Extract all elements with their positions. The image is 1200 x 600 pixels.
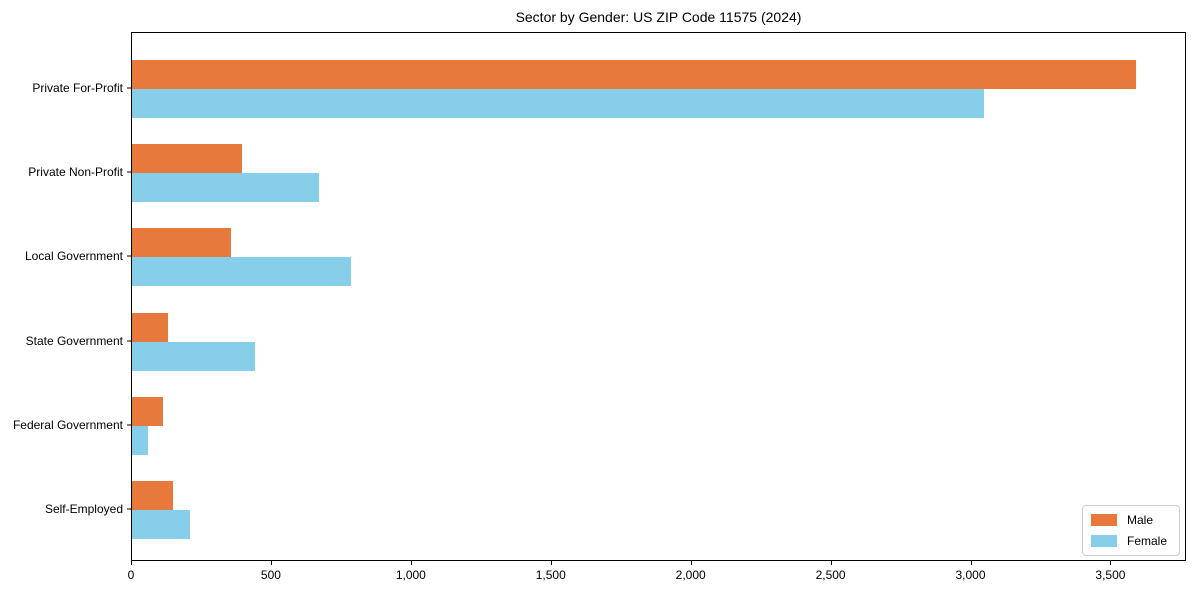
x-axis-tick xyxy=(270,561,272,565)
bar-male-state-government xyxy=(132,312,169,342)
y-axis-category-label: Local Government xyxy=(24,249,123,264)
x-axis-tick xyxy=(970,561,972,565)
x-axis-tick xyxy=(830,561,832,565)
bar-female-private-for-profit xyxy=(132,89,985,118)
bar-male-private-for-profit xyxy=(132,60,1137,89)
x-axis-tick-label: 2,000 xyxy=(675,568,706,582)
x-axis-tick-label: 1,000 xyxy=(395,568,426,582)
y-axis-tick xyxy=(127,255,131,257)
x-axis-tick xyxy=(410,561,412,565)
bar-male-private-non-profit xyxy=(132,144,242,174)
x-axis-tick-label: 3,000 xyxy=(955,568,986,582)
legend-item-male: Male xyxy=(1090,513,1167,527)
chart-title: Sector by Gender: US ZIP Code 11575 (202… xyxy=(515,9,802,25)
y-axis-tick xyxy=(127,340,131,342)
bar-male-self-employed xyxy=(132,481,174,511)
bar-female-self-employed xyxy=(132,510,190,540)
y-axis-tick xyxy=(127,424,131,426)
x-axis-tick xyxy=(131,561,132,565)
x-axis-tick-label: 1,500 xyxy=(535,568,566,582)
x-axis-tick xyxy=(1110,561,1112,565)
y-axis-category-label: Private For-Profit xyxy=(32,81,123,95)
x-axis-tick-label: 3,500 xyxy=(1095,568,1126,582)
legend-label: Female xyxy=(1126,534,1167,548)
y-axis-tick xyxy=(127,87,131,89)
y-axis-category-label: Private Non-Profit xyxy=(28,165,123,180)
y-axis-category-label: Self-Employed xyxy=(44,502,123,517)
y-axis-category-label: Federal Government xyxy=(12,417,123,432)
x-axis-tick-label: 0 xyxy=(127,568,135,582)
legend-item-female: Female xyxy=(1090,534,1167,548)
bar-female-federal-government xyxy=(132,425,148,455)
legend: Male Female xyxy=(1081,505,1180,556)
bar-male-local-government xyxy=(132,228,232,258)
bar-female-state-government xyxy=(132,341,256,371)
legend-label: Male xyxy=(1126,513,1153,527)
y-axis-category-label: State Government xyxy=(25,333,123,348)
x-axis-tick-label: 500 xyxy=(260,568,281,582)
x-axis-tick xyxy=(550,561,552,565)
legend-swatch-female xyxy=(1090,535,1117,547)
y-axis-tick xyxy=(127,508,131,510)
bar-female-private-non-profit xyxy=(132,173,320,203)
x-axis-tick xyxy=(690,561,692,565)
plot-area xyxy=(131,32,1186,561)
bar-female-local-government xyxy=(132,257,352,287)
x-axis-tick-label: 2,500 xyxy=(815,568,846,582)
y-axis-tick xyxy=(127,171,131,173)
legend-swatch-male xyxy=(1090,514,1117,526)
bar-male-federal-government xyxy=(132,396,164,426)
